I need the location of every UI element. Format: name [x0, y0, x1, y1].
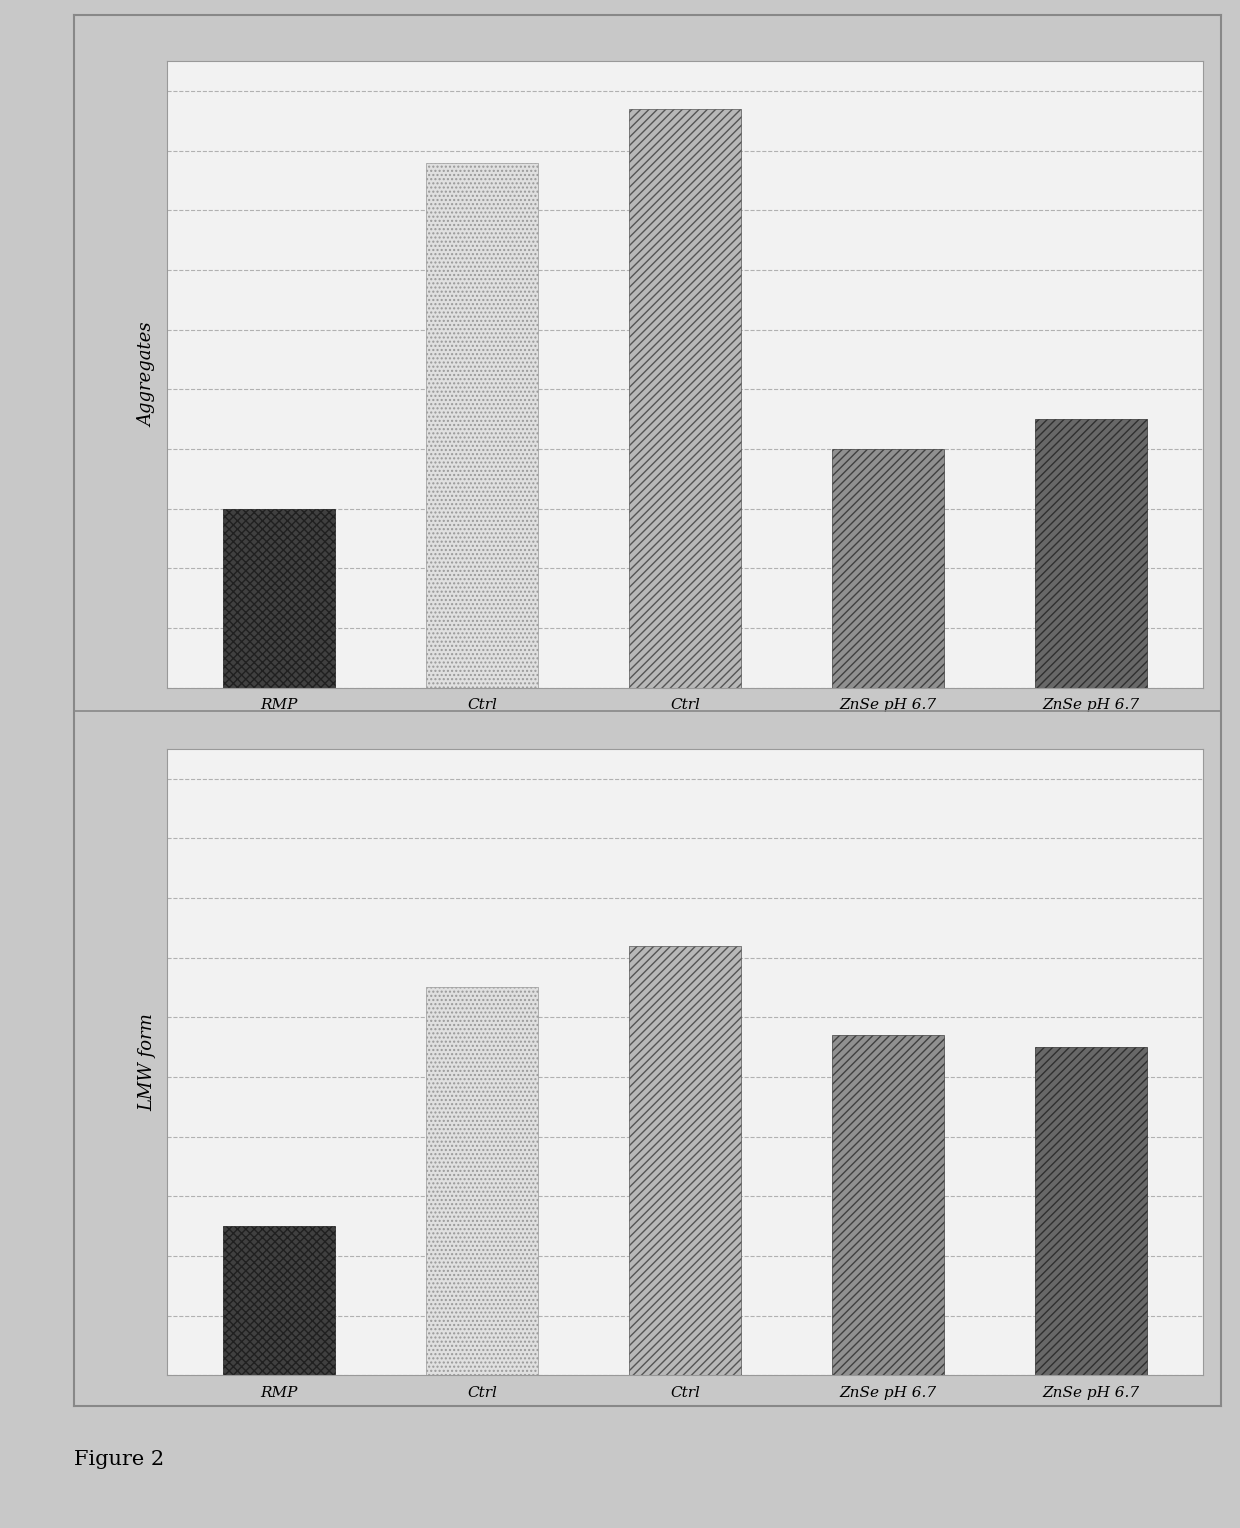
Bar: [427, 987, 538, 1375]
Bar: [832, 1034, 944, 1375]
Bar: [427, 162, 538, 688]
Bar: [223, 1225, 335, 1375]
Bar: [1035, 1047, 1147, 1375]
Text: Figure 2: Figure 2: [74, 1450, 165, 1468]
Y-axis label: Aggregates: Aggregates: [139, 322, 156, 426]
Bar: [629, 108, 742, 688]
Bar: [629, 946, 742, 1375]
Bar: [1035, 419, 1147, 688]
Bar: [832, 449, 944, 688]
Y-axis label: LMW form: LMW form: [139, 1013, 156, 1111]
Bar: [223, 509, 335, 688]
